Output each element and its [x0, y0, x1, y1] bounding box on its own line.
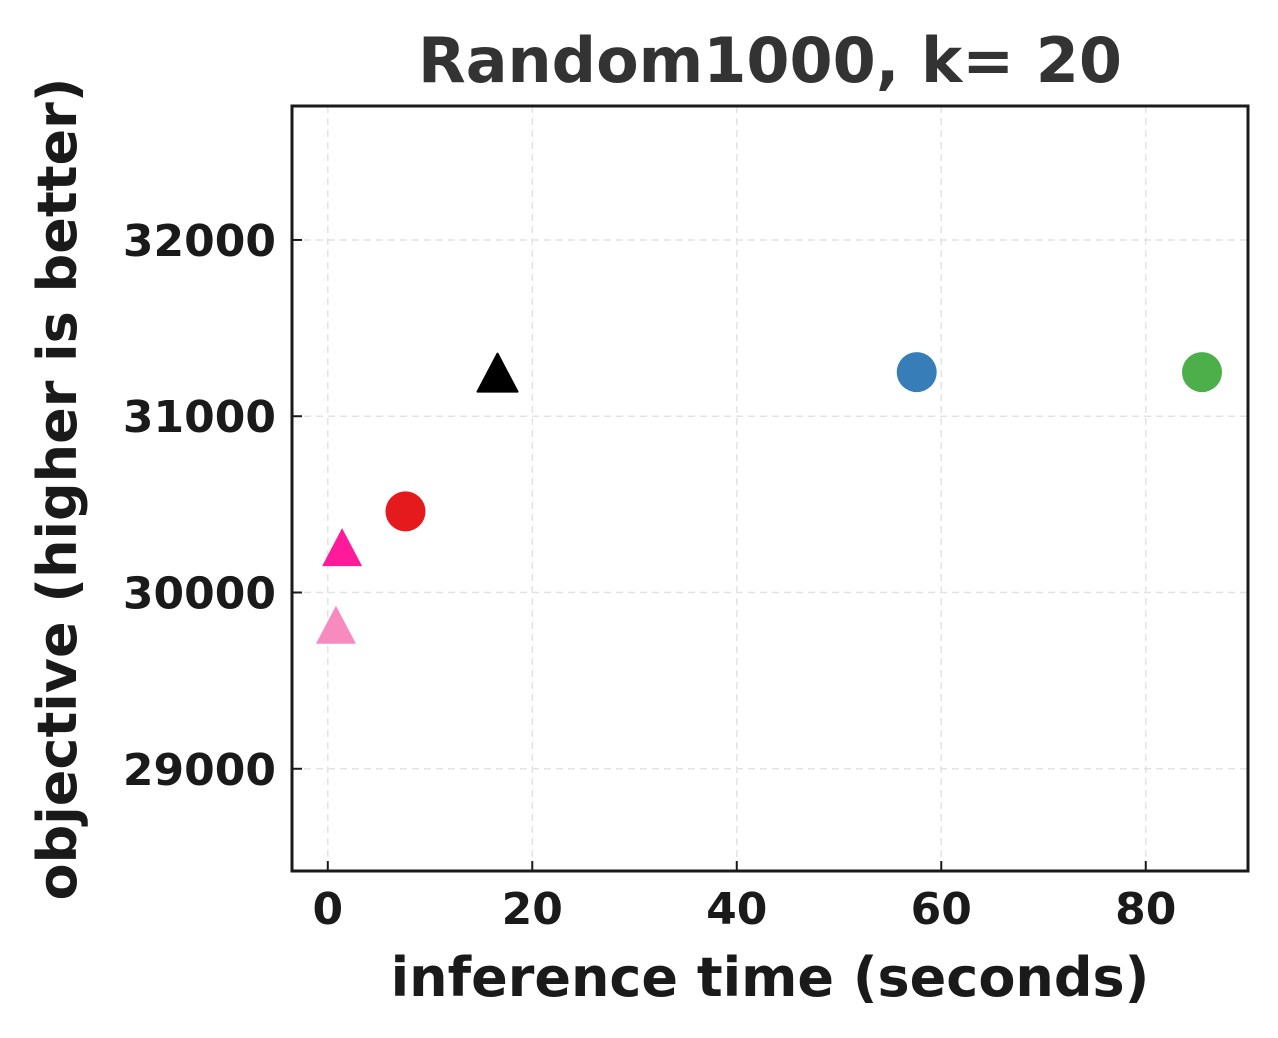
x-tick-label: 40 [706, 884, 767, 935]
data-point-circle [385, 491, 426, 532]
data-point-circle [896, 352, 937, 393]
grid-lines [292, 106, 1248, 871]
data-point-triangle [476, 352, 519, 393]
x-tick-label: 60 [911, 884, 972, 935]
data-point-triangle [315, 605, 356, 644]
data-point-triangle [322, 528, 363, 567]
x-tick-label: 80 [1115, 884, 1176, 935]
y-axis-label: objective (higher is better) [26, 78, 89, 901]
y-tick-label: 32000 [123, 216, 276, 267]
x-tick-label: 20 [502, 884, 563, 935]
plot-frame [290, 104, 1250, 873]
y-tick-label: 29000 [123, 745, 276, 796]
x-axis-label: inference time (seconds) [391, 946, 1150, 1009]
data-points [315, 352, 1222, 644]
axis-ticks: 0 20 40 60 80 29000 30000 31000 32000 [123, 216, 1176, 935]
y-tick-label: 30000 [123, 568, 276, 619]
data-point-circle [1181, 352, 1222, 393]
chart-title: Random1000, k= 20 [418, 24, 1122, 97]
x-tick-label: 0 [312, 884, 343, 935]
y-tick-label: 31000 [123, 392, 276, 443]
